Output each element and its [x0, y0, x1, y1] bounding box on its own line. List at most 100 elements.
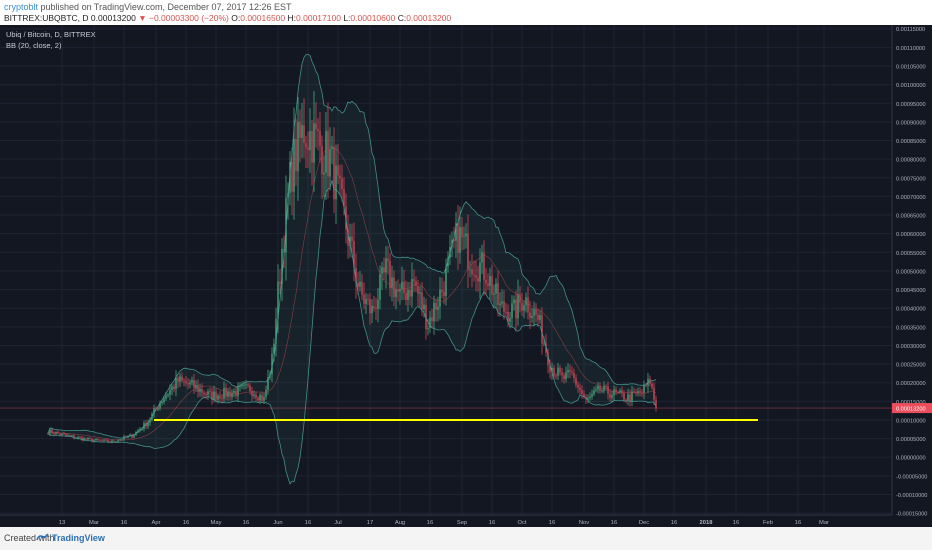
candle-body	[293, 139, 295, 192]
candle-body	[163, 398, 165, 402]
bb-upper-line	[47, 53, 657, 439]
footer-bar: Created with TradingView	[0, 527, 932, 550]
x-tick-label: 16	[549, 520, 555, 526]
y-tick-label: 0.00045000	[896, 288, 926, 294]
candle-body	[553, 367, 555, 376]
candle-body	[321, 145, 323, 175]
candle-body	[185, 381, 187, 384]
candle-body	[493, 293, 495, 295]
candle-body	[465, 233, 467, 237]
candle-body	[199, 388, 201, 392]
candle-body	[607, 386, 609, 394]
candle-body	[565, 372, 567, 380]
candle-body	[337, 165, 339, 176]
candle-body	[587, 398, 589, 400]
publish-line: cryptoblt published on TradingView.com, …	[4, 2, 292, 12]
x-tick-label: Mar	[819, 520, 829, 526]
candle-body	[507, 312, 509, 322]
candle-body	[601, 390, 603, 392]
x-tick-label: Mar	[89, 520, 99, 526]
candle-body	[247, 384, 249, 386]
high-label: H:	[287, 13, 297, 23]
candle-body	[323, 172, 325, 175]
candle-body	[63, 433, 65, 435]
last-price-badge	[892, 403, 932, 414]
candle-body	[175, 377, 177, 390]
candle-body	[639, 391, 641, 393]
candle-body	[343, 189, 345, 207]
x-tick-label: Feb	[763, 520, 773, 526]
candle-body	[297, 121, 299, 172]
candle-body	[79, 437, 81, 438]
candle-body	[545, 343, 547, 353]
candle-body	[527, 297, 529, 313]
x-tick-label: Jun	[273, 520, 282, 526]
x-tick-label: 16	[489, 520, 495, 526]
y-tick-label: 0.00005000	[896, 437, 926, 443]
candle-body	[305, 143, 307, 148]
candle-body	[463, 236, 465, 238]
x-tick-label: 13	[59, 520, 65, 526]
candle-body	[393, 277, 395, 298]
candle-body	[169, 389, 171, 395]
candle-body	[105, 439, 107, 441]
candle-body	[593, 390, 595, 395]
candle-body	[273, 343, 275, 354]
x-tick-label: 16	[183, 520, 189, 526]
candle-body	[213, 391, 215, 400]
candle-body	[235, 390, 237, 396]
tradingview-brand[interactable]: TradingView	[52, 533, 105, 543]
candle-body	[203, 392, 205, 395]
publish-info: published on TradingView.com, December 0…	[40, 2, 292, 12]
candle-body	[399, 289, 401, 292]
price-chart[interactable]: 0.00115000 0.00110000 0.00105000 0.00100000…	[0, 25, 932, 527]
candle-body	[627, 394, 629, 400]
x-tick-label: 16	[733, 520, 739, 526]
candle-body	[359, 281, 361, 287]
candle-body	[255, 394, 257, 398]
high-value: 0.00017100	[296, 13, 341, 23]
candle-body	[221, 398, 223, 399]
candle-body	[261, 395, 263, 401]
candle-body	[317, 129, 319, 132]
created-with-label: Created with	[4, 533, 55, 543]
candle-body	[431, 317, 433, 322]
candle-body	[219, 395, 221, 399]
candle-body	[467, 233, 469, 270]
candle-body	[331, 147, 333, 150]
candle-body	[385, 258, 387, 273]
candle-body	[471, 269, 473, 275]
x-tick-label: Oct	[517, 520, 526, 526]
candle-body	[225, 387, 227, 397]
candle-body	[419, 292, 421, 294]
header-bar: cryptoblt published on TradingView.com, …	[0, 0, 932, 25]
chart-area[interactable]: 0.00115000 0.00110000 0.00105000 0.00100000…	[0, 25, 932, 527]
candle-body	[369, 299, 371, 314]
y-tick-label: 0.00105000	[896, 64, 926, 70]
candle-body	[95, 438, 97, 441]
y-tick-label: 0.00040000	[896, 307, 926, 313]
y-tick-label: 0.00055000	[896, 251, 926, 257]
candle-body	[535, 309, 537, 315]
candle-body	[357, 282, 359, 287]
candle-body	[201, 388, 203, 393]
candle-body	[397, 289, 399, 292]
candle-body	[165, 395, 167, 399]
x-tick-label: 17	[367, 520, 373, 526]
candle-body	[131, 434, 133, 438]
candle-body	[215, 391, 217, 400]
candle-body	[473, 274, 475, 276]
candle-body	[53, 433, 55, 434]
y-tick-label: 0.00020000	[896, 381, 926, 387]
candle-body	[623, 392, 625, 400]
legend-indicator[interactable]: BB (20, close, 2)	[6, 41, 62, 50]
candle-body	[521, 302, 523, 311]
y-tick-label: 0.00035000	[896, 325, 926, 331]
x-tick-label: Nov	[579, 520, 589, 526]
candle-body	[73, 435, 75, 438]
candle-body	[433, 302, 435, 322]
candle-body	[347, 229, 349, 246]
candle-body	[581, 390, 583, 394]
y-tick-label: -0.00015000	[896, 512, 927, 518]
author-link[interactable]: cryptoblt	[4, 2, 39, 12]
